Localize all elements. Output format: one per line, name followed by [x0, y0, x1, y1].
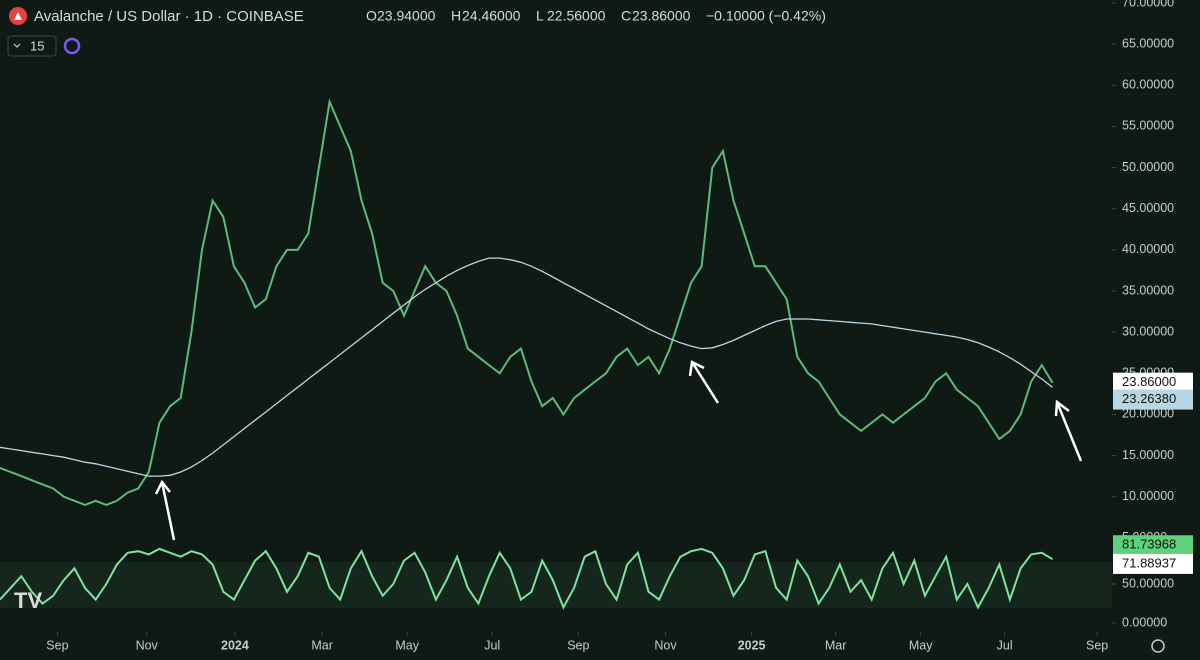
x-tick-label: May	[909, 638, 933, 652]
x-tick-label: Jul	[484, 638, 500, 652]
y-tick-label: 60.00000	[1122, 78, 1174, 92]
x-tick-label: Nov	[136, 638, 159, 652]
x-tick-label: Mar	[825, 638, 847, 652]
ohlc-value: 24.46000	[462, 8, 521, 24]
ohlc-value: 22.56000	[547, 8, 606, 24]
settings-icon[interactable]	[1151, 639, 1165, 653]
ma-label-bg	[1113, 389, 1193, 410]
osc-label-2: 71.88937	[1122, 555, 1176, 570]
coin-icon-mark	[14, 12, 22, 20]
y-tick-label: 70.00000	[1122, 0, 1174, 9]
ohlc-value: 23.86000	[632, 8, 691, 24]
y-tick-label: 30.00000	[1122, 324, 1174, 338]
osc-label: 81.73968	[1122, 537, 1176, 552]
y-tick-label: 20.00000	[1122, 407, 1174, 421]
oscillator-line	[0, 547, 1054, 610]
x-tick-label: 2025	[738, 638, 766, 652]
price-line	[0, 98, 1054, 506]
y-tick-label: 65.00000	[1122, 36, 1174, 50]
ma-label: 23.26380	[1122, 391, 1176, 406]
oscillator-band	[0, 562, 1112, 608]
tv-logo: TV	[14, 588, 42, 613]
interval-box[interactable]	[7, 35, 57, 57]
moving-average	[0, 257, 1053, 477]
ohlc-key: H	[451, 8, 461, 24]
x-tick-label: Nov	[654, 638, 677, 652]
ohlc-key: O	[366, 8, 377, 24]
ohlc: O 23.94000 H 24.46000 L 22.56000 C 23.86000	[366, 8, 691, 24]
osc-label-2-bg	[1113, 553, 1193, 574]
change: −0.10000 (−0.42%)	[706, 8, 826, 24]
ohlc-key: L	[536, 8, 544, 24]
ohlc-key: C	[621, 8, 631, 24]
y-tick-label: 50.00000	[1122, 160, 1174, 174]
x-tick-label: May	[395, 638, 419, 652]
x-tick-label: Sep	[1086, 638, 1108, 652]
x-tick-label: 2024	[221, 638, 249, 652]
y2-tick-label: 50.00000	[1122, 576, 1174, 590]
last-price-label: 23.86000	[1122, 374, 1176, 389]
y-tick-label: 10.00000	[1122, 489, 1174, 503]
ohlc-value: 23.94000	[377, 8, 436, 24]
last-price-label-bg	[1113, 372, 1193, 393]
x-tick-label: Mar	[311, 638, 333, 652]
y2-tick-label: 0.00000	[1122, 615, 1167, 629]
y-tick-label: 35.00000	[1122, 283, 1174, 297]
plot	[0, 98, 1054, 610]
x-tick-label: Sep	[46, 638, 68, 652]
y-tick-label: 15.00000	[1122, 448, 1174, 462]
annotation-arrows	[154, 360, 1083, 541]
chevron[interactable]	[13, 43, 21, 48]
x-tick-label: Jul	[997, 638, 1013, 652]
y-tick-label: 55.00000	[1122, 119, 1174, 133]
indicator-icon[interactable]	[63, 37, 81, 55]
osc-label-bg	[1113, 535, 1193, 556]
symbol-title: Avalanche / US Dollar · 1D · COINBASE	[34, 8, 304, 25]
x-tick-label: Sep	[567, 638, 589, 652]
y-tick-label: 40.00000	[1122, 242, 1174, 256]
interval-input[interactable]: 15	[30, 38, 44, 53]
y-tick-label: 45.00000	[1122, 201, 1174, 215]
